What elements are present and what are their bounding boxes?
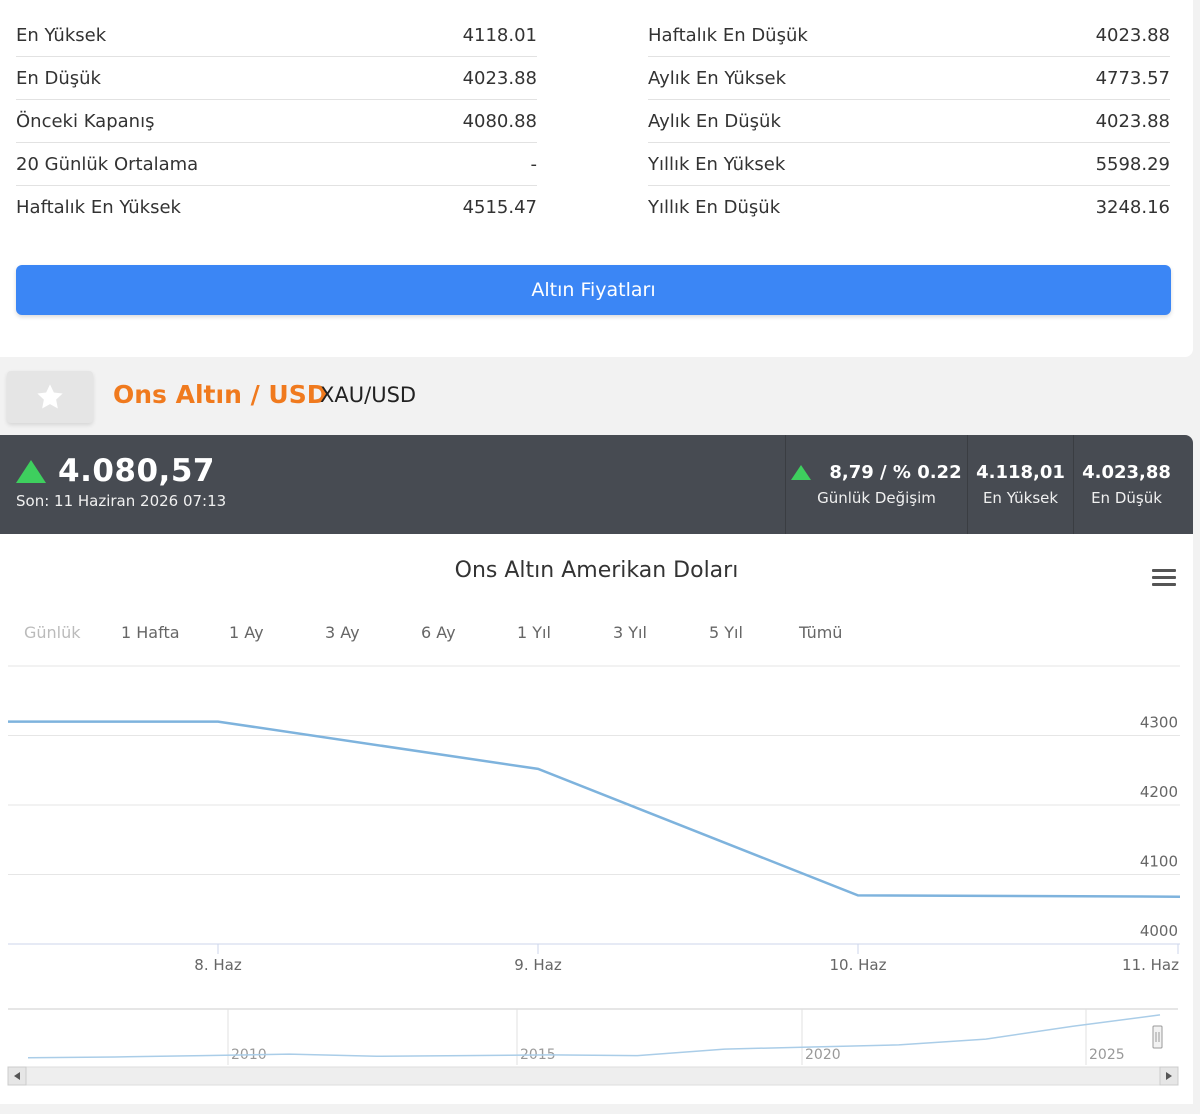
daily-change-value: 8,79 / % 0.22: [829, 462, 962, 483]
x-tick-label: 9. Haz: [514, 956, 562, 974]
stat-value: 4118.01: [462, 24, 537, 46]
stat-row: Yıllık En Düşük 3248.16: [648, 185, 1170, 228]
range-button-3-years[interactable]: 3 Yıl: [613, 623, 647, 642]
price-bar: 4.080,57 Son: 11 Haziran 2026 07:13 8,79…: [0, 435, 1193, 534]
stat-label: Yıllık En Yüksek: [648, 153, 786, 175]
gold-prices-button[interactable]: Altın Fiyatları: [16, 265, 1171, 315]
y-tick-label: 4200: [1140, 783, 1178, 801]
price-line-chart[interactable]: 4000 4100 4200 4300 8. Haz 9. Haz 10. Haz 11. …: [0, 534, 1193, 1104]
range-button-1-week[interactable]: 1 Hafta: [121, 623, 180, 642]
daily-change-label: Günlük Değişim: [817, 489, 936, 507]
last-update: Son: 11 Haziran 2026 07:13: [16, 492, 227, 510]
day-low-value: 4.023,88: [1082, 462, 1171, 483]
range-button-5-years[interactable]: 5 Yıl: [709, 623, 743, 642]
stat-label: En Yüksek: [16, 24, 107, 46]
stat-row: Aylık En Yüksek 4773.57: [648, 56, 1170, 99]
stat-label: Yıllık En Düşük: [648, 196, 781, 218]
chart-title: Ons Altın Amerikan Doları: [454, 558, 739, 583]
asset-title-bar: Ons Altın / USD XAU/USD: [0, 358, 1200, 435]
stat-label: Aylık En Yüksek: [648, 67, 787, 89]
daily-change: 8,79 / % 0.22 Günlük Değişim: [785, 435, 967, 534]
up-arrow-icon: [16, 459, 46, 483]
up-arrow-icon: [791, 465, 812, 480]
stat-value: 4773.57: [1095, 67, 1170, 89]
stat-label: En Düşük: [16, 67, 101, 89]
hamburger-menu-icon[interactable]: [1152, 569, 1176, 587]
navigator-scrollbar[interactable]: [7, 1066, 1179, 1086]
range-button-1-month[interactable]: 1 Ay: [229, 623, 264, 642]
day-low-label: En Düşük: [1091, 489, 1162, 507]
stat-value: 4080.88: [462, 110, 537, 132]
range-button-daily[interactable]: Günlük: [24, 623, 81, 642]
day-high-label: En Yüksek: [982, 489, 1059, 507]
stat-value: 4515.47: [462, 196, 537, 218]
range-button-6-months[interactable]: 6 Ay: [421, 623, 456, 642]
favorite-button[interactable]: [7, 371, 93, 423]
x-tick-label: 8. Haz: [194, 956, 242, 974]
stat-value: 4023.88: [1095, 110, 1170, 132]
navigator-label: 2015: [520, 1047, 556, 1063]
stats-column-left: En Yüksek 4118.01 En Düşük 4023.88 Önceki …: [16, 14, 537, 228]
y-tick-label: 4300: [1140, 714, 1178, 732]
stat-value: 3248.16: [1095, 196, 1170, 218]
stats-column-right: Haftalık En Düşük 4023.88 Aylık En Yüksek…: [648, 14, 1170, 228]
stat-value: -: [530, 153, 538, 175]
stat-label: 20 Günlük Ortalama: [16, 153, 199, 175]
range-button-1-year[interactable]: 1 Yıl: [517, 623, 551, 642]
price-series-line: [8, 720, 1181, 898]
navigator-label: 2025: [1089, 1047, 1125, 1063]
day-high: 4.118,01 En Yüksek: [967, 435, 1073, 534]
chart-card: Ons Altın Amerikan Doları Günlük 1 Hafta…: [0, 534, 1193, 1104]
y-tick-label: 4000: [1140, 922, 1178, 940]
x-tick-label: 11. Haz: [1122, 956, 1179, 974]
stat-value: 4023.88: [1095, 24, 1170, 46]
navigator-handle[interactable]: [1152, 1025, 1163, 1049]
asset-name: Ons Altın / USD: [113, 380, 328, 409]
current-price: 4.080,57: [16, 453, 215, 489]
price-value: 4.080,57: [58, 453, 215, 489]
stat-row: Önceki Kapanış 4080.88: [16, 99, 537, 142]
scroll-left-icon[interactable]: [14, 1072, 20, 1080]
range-button-3-months[interactable]: 3 Ay: [325, 623, 360, 642]
stat-row: Yıllık En Yüksek 5598.29: [648, 142, 1170, 185]
range-button-all[interactable]: Tümü: [799, 623, 843, 642]
stat-row: En Yüksek 4118.01: [16, 14, 537, 56]
navigator-series-line: [27, 1014, 1161, 1059]
stat-label: Aylık En Düşük: [648, 110, 781, 132]
day-low: 4.023,88 En Düşük: [1073, 435, 1179, 534]
stat-row: Aylık En Düşük 4023.88: [648, 99, 1170, 142]
star-icon: [37, 384, 63, 409]
stat-value: 4023.88: [462, 67, 537, 89]
stat-label: Haftalık En Yüksek: [16, 196, 181, 218]
summary-card: En Yüksek 4118.01 En Düşük 4023.88 Önceki …: [0, 0, 1193, 357]
asset-symbol: XAU/USD: [320, 383, 417, 407]
stat-label: Önceki Kapanış: [16, 110, 155, 132]
x-tick-label: 10. Haz: [830, 956, 887, 974]
day-high-value: 4.118,01: [976, 462, 1065, 483]
stat-row: En Düşük 4023.88: [16, 56, 537, 99]
stat-row: 20 Günlük Ortalama -: [16, 142, 537, 185]
stat-row: Haftalık En Yüksek 4515.47: [16, 185, 537, 228]
stat-value: 5598.29: [1095, 153, 1170, 175]
navigator-label: 2020: [805, 1047, 841, 1063]
chart-navigator[interactable]: 2010 2015 2020 2025: [8, 1008, 1178, 1065]
stat-label: Haftalık En Düşük: [648, 24, 808, 46]
scroll-right-icon[interactable]: [1166, 1072, 1172, 1080]
stat-row: Haftalık En Düşük 4023.88: [648, 14, 1170, 56]
navigator-label: 2010: [231, 1047, 267, 1063]
y-tick-label: 4100: [1140, 853, 1178, 871]
